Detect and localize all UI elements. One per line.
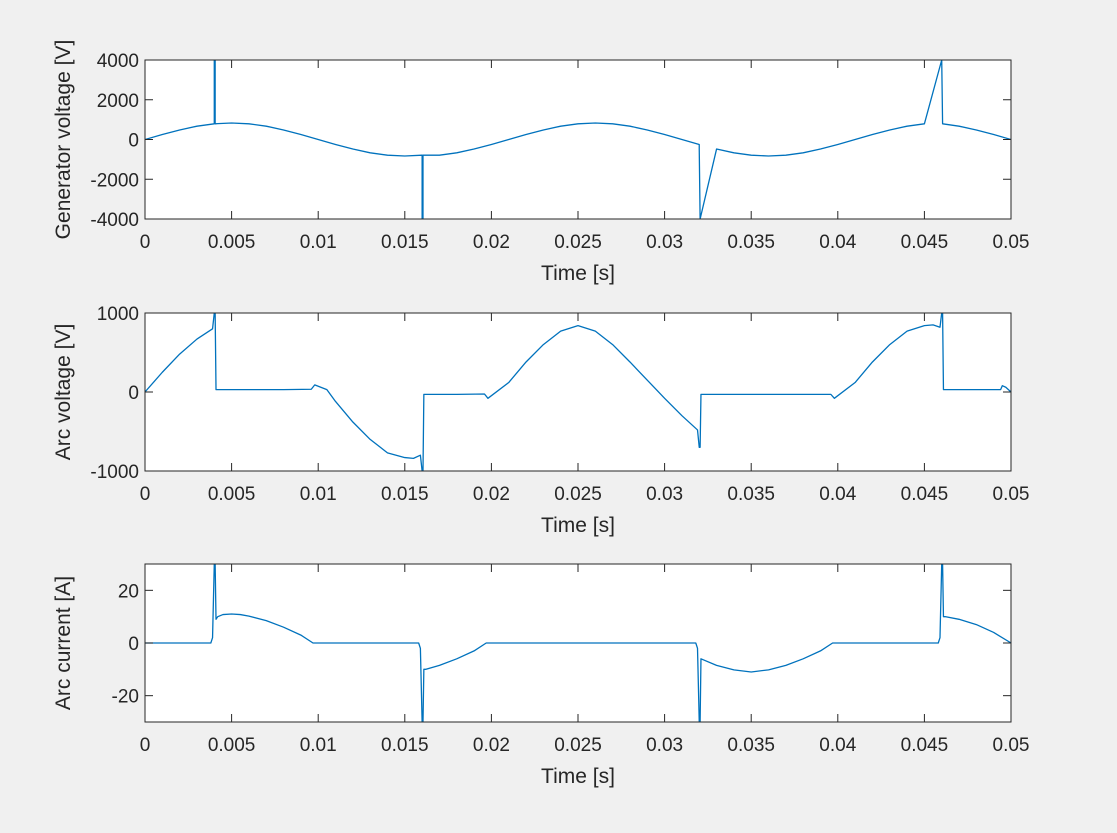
x-tick-label: 0.035 — [727, 735, 775, 756]
subplots: 0 0.005 0.01 0.015 0.02 0.025 0.03 0.035 0.04 0.0… — [52, 40, 1029, 788]
x-tick-label: 0.02 — [473, 484, 510, 505]
x-tick-label: 0.025 — [554, 232, 602, 253]
x-tick-label: 0.05 — [993, 232, 1030, 253]
x-tick-label: 0 — [140, 232, 151, 253]
x-tick-label: 0.04 — [819, 735, 856, 756]
y-tick-label: 2000 — [97, 91, 139, 112]
x-tick-label: 0.005 — [208, 735, 256, 756]
series-line — [145, 564, 1011, 722]
x-tick-label: 0.01 — [300, 484, 337, 505]
y-tick-label: 1000 — [97, 304, 139, 325]
x-tick-label: 0.025 — [554, 735, 602, 756]
x-tick-label: 0.03 — [646, 232, 683, 253]
x-tick-label: 0.03 — [646, 735, 683, 756]
subplot-1: 0 0.005 0.01 0.015 0.02 0.025 0.03 0.035 0.04 0.0… — [52, 40, 1029, 285]
x-tick-label: 0.045 — [901, 232, 949, 253]
y-tick-label: -4000 — [90, 210, 139, 231]
x-tick-label: 0.035 — [727, 484, 775, 505]
y-tick-label: -2000 — [90, 170, 139, 191]
x-tick-label: 0.02 — [473, 232, 510, 253]
y-tick-label: 0 — [128, 634, 139, 655]
y-axis-title: Arc current [A] — [52, 576, 75, 710]
x-axis-title: Time [s] — [541, 262, 615, 285]
x-tick-label: 0.03 — [646, 484, 683, 505]
x-tick-label: 0 — [140, 735, 151, 756]
plot-area — [145, 313, 1011, 471]
x-tick-label: 0.045 — [901, 735, 949, 756]
y-axis-title: Arc voltage [V] — [52, 324, 75, 461]
x-tick-label: 0 — [140, 484, 151, 505]
y-tick-label: 20 — [118, 581, 139, 602]
subplot-2: 0 0.005 0.01 0.015 0.02 0.025 0.03 0.035 0.04 0.0… — [52, 304, 1029, 537]
series-line — [145, 313, 1011, 471]
x-tick-label: 0.02 — [473, 735, 510, 756]
subplot-3: 0 0.005 0.01 0.015 0.02 0.025 0.03 0.035 0.04 0.0… — [52, 563, 1030, 788]
x-axis-title: Time [s] — [541, 514, 615, 537]
y-tick-label: 0 — [128, 383, 139, 404]
x-tick-label: 0.04 — [819, 232, 856, 253]
x-tick-label: 0.015 — [381, 484, 429, 505]
plot-area — [145, 60, 1011, 219]
x-tick-label: 0.005 — [208, 232, 256, 253]
x-tick-label: 0.01 — [300, 735, 337, 756]
y-tick-label: 0 — [128, 131, 139, 152]
x-tick-label: 0.035 — [727, 232, 775, 253]
y-axis-title: Generator voltage [V] — [52, 40, 75, 240]
x-tick-label: 0.015 — [381, 232, 429, 253]
y-tick-label: -20 — [112, 687, 139, 708]
x-tick-label: 0.04 — [819, 484, 856, 505]
x-tick-label: 0.015 — [381, 735, 429, 756]
series-line — [145, 60, 1011, 219]
y-tick-label: -1000 — [90, 462, 139, 483]
x-tick-label: 0.05 — [993, 484, 1030, 505]
x-tick-label: 0.05 — [993, 735, 1030, 756]
x-axis-title: Time [s] — [541, 765, 615, 788]
x-tick-label: 0.045 — [901, 484, 949, 505]
y-tick-label: 4000 — [97, 51, 139, 72]
x-tick-label: 0.005 — [208, 484, 256, 505]
x-tick-label: 0.01 — [300, 232, 337, 253]
x-tick-label: 0.025 — [554, 484, 602, 505]
